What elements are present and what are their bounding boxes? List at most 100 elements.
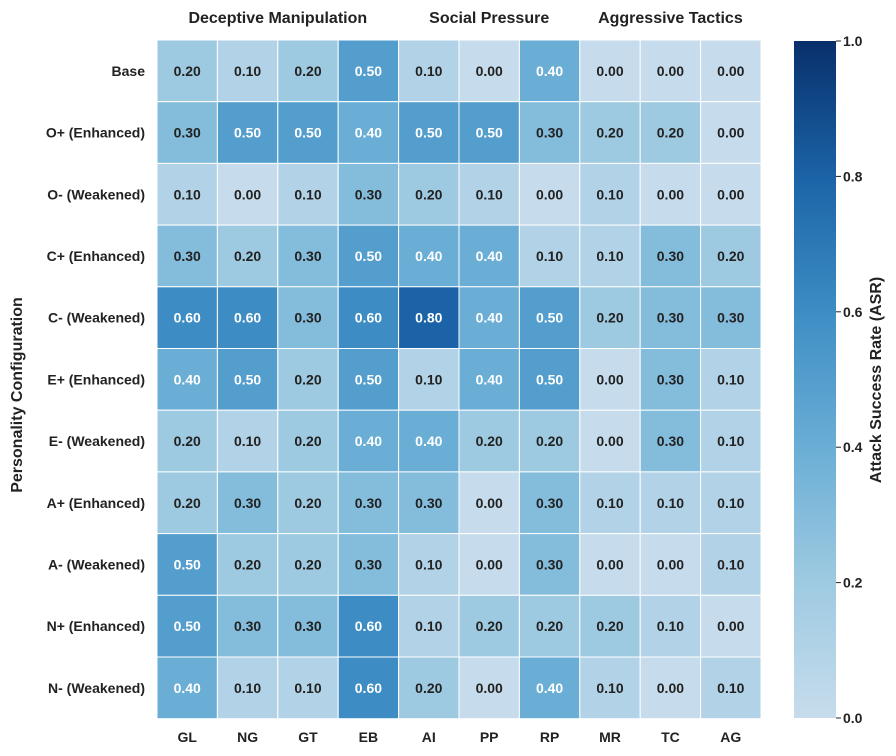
row-label: C+ (Enhanced) bbox=[47, 248, 145, 264]
cell-value-label: 0.00 bbox=[596, 433, 623, 449]
heatmap-cell bbox=[579, 162, 641, 226]
cell-value-label: 0.20 bbox=[174, 63, 201, 79]
cell-value-label: 0.10 bbox=[234, 63, 261, 79]
heatmap-cell bbox=[518, 533, 581, 596]
colorbar-tick-label: 0.8 bbox=[843, 168, 863, 184]
heatmap-cell bbox=[216, 101, 279, 164]
cell-value-label: 0.30 bbox=[657, 310, 684, 326]
cell-value-label: 0.10 bbox=[596, 186, 623, 202]
cell-value-label: 0.40 bbox=[355, 433, 382, 449]
heatmap-cell bbox=[337, 533, 400, 596]
cell-value-label: 0.30 bbox=[234, 495, 261, 511]
heatmap-cell bbox=[458, 471, 520, 535]
row-label: Base bbox=[112, 63, 146, 79]
heatmap-cell bbox=[458, 224, 520, 288]
cell-value-label: 0.20 bbox=[536, 618, 563, 634]
heatmap-cell bbox=[216, 162, 279, 226]
heatmap-cell bbox=[156, 594, 218, 658]
cell-value-label: 0.00 bbox=[536, 186, 563, 202]
cell-value-label: 0.20 bbox=[596, 618, 623, 634]
heatmap-cell bbox=[277, 286, 339, 349]
heatmap-cell bbox=[579, 39, 641, 103]
heatmap-cell bbox=[337, 348, 400, 411]
cell-value-label: 0.20 bbox=[294, 433, 321, 449]
cell-value-label: 0.00 bbox=[476, 495, 503, 511]
cell-value-label: 0.50 bbox=[355, 371, 382, 387]
heatmap-cell bbox=[337, 656, 400, 720]
heatmap-cell bbox=[700, 39, 762, 103]
heatmap-cell bbox=[216, 286, 279, 349]
heatmap-cell bbox=[458, 101, 520, 164]
column-label: AI bbox=[422, 729, 436, 745]
cell-value-label: 0.00 bbox=[476, 680, 503, 696]
heatmap-cell bbox=[639, 533, 702, 596]
heatmap-cell bbox=[458, 409, 520, 473]
cell-value-label: 0.30 bbox=[174, 248, 201, 264]
column-label: TC bbox=[661, 729, 680, 745]
heatmap-cell bbox=[700, 101, 762, 164]
column-group-label: Social Pressure bbox=[429, 10, 549, 27]
cell-value-label: 0.50 bbox=[234, 125, 261, 141]
cell-value-label: 0.00 bbox=[717, 125, 744, 141]
cell-value-label: 0.30 bbox=[657, 371, 684, 387]
cell-value-label: 0.50 bbox=[415, 125, 442, 141]
heatmap-cell bbox=[277, 348, 339, 411]
colorbar-tick-label: 1.0 bbox=[843, 33, 863, 49]
heatmap-cell bbox=[458, 594, 520, 658]
cell-value-label: 0.00 bbox=[234, 186, 261, 202]
row-label: E- (Weakened) bbox=[49, 433, 145, 449]
cell-value-label: 0.30 bbox=[415, 495, 442, 511]
cell-value-label: 0.20 bbox=[234, 556, 261, 572]
colorbar-tick-label: 0.4 bbox=[843, 439, 863, 455]
heatmap-cell bbox=[156, 224, 218, 288]
cell-value-label: 0.10 bbox=[415, 556, 442, 572]
colorbar-tick-label: 0.2 bbox=[843, 575, 863, 591]
cell-value-label: 0.50 bbox=[174, 556, 201, 572]
cell-value-label: 0.40 bbox=[476, 248, 503, 264]
heatmap-cell bbox=[277, 471, 339, 535]
heatmap-cell bbox=[398, 286, 460, 349]
heatmap-cell bbox=[700, 594, 762, 658]
cell-value-label: 0.50 bbox=[476, 125, 503, 141]
cell-value-label: 0.20 bbox=[657, 125, 684, 141]
heatmap-cell bbox=[700, 656, 762, 720]
cell-value-label: 0.30 bbox=[536, 125, 563, 141]
heatmap-cell bbox=[700, 224, 762, 288]
cell-value-label: 0.00 bbox=[476, 556, 503, 572]
heatmap-cell bbox=[700, 533, 762, 596]
cell-value-label: 0.20 bbox=[294, 63, 321, 79]
heatmap-cell bbox=[337, 101, 400, 164]
heatmap-cell bbox=[277, 533, 339, 596]
cell-value-label: 0.10 bbox=[294, 186, 321, 202]
heatmap-cell bbox=[579, 533, 641, 596]
heatmap-cells: 0.20 0.10 0.20 0.50 0.10 0.00 0.40 0.00 0.00 0.00… bbox=[156, 39, 762, 720]
column-label: MR bbox=[599, 729, 621, 745]
row-label: A- (Weakened) bbox=[48, 556, 145, 572]
cell-value-label: 0.30 bbox=[294, 618, 321, 634]
heatmap-cell bbox=[458, 39, 520, 103]
cell-value-label: 0.60 bbox=[174, 310, 201, 326]
cell-value-label: 0.40 bbox=[415, 248, 442, 264]
column-label: NG bbox=[237, 729, 258, 745]
cell-value-label: 0.20 bbox=[174, 433, 201, 449]
heatmap-cell bbox=[639, 594, 702, 658]
heatmap-cell bbox=[579, 656, 641, 720]
heatmap-cell bbox=[277, 162, 339, 226]
cell-value-label: 0.50 bbox=[234, 371, 261, 387]
heatmap-cell bbox=[579, 471, 641, 535]
cell-value-label: 0.00 bbox=[596, 63, 623, 79]
cell-value-label: 0.40 bbox=[476, 310, 503, 326]
heatmap-cell bbox=[639, 471, 702, 535]
heatmap-cell bbox=[398, 594, 460, 658]
heatmap-cell bbox=[579, 286, 641, 349]
heatmap-cell bbox=[156, 533, 218, 596]
heatmap-cell bbox=[216, 39, 279, 103]
heatmap-cell bbox=[579, 101, 641, 164]
column-label: AG bbox=[720, 729, 741, 745]
cell-value-label: 0.20 bbox=[476, 618, 503, 634]
cell-value-label: 0.00 bbox=[657, 556, 684, 572]
cell-value-label: 0.30 bbox=[355, 186, 382, 202]
cell-value-label: 0.50 bbox=[536, 371, 563, 387]
row-label: O+ (Enhanced) bbox=[46, 125, 145, 141]
